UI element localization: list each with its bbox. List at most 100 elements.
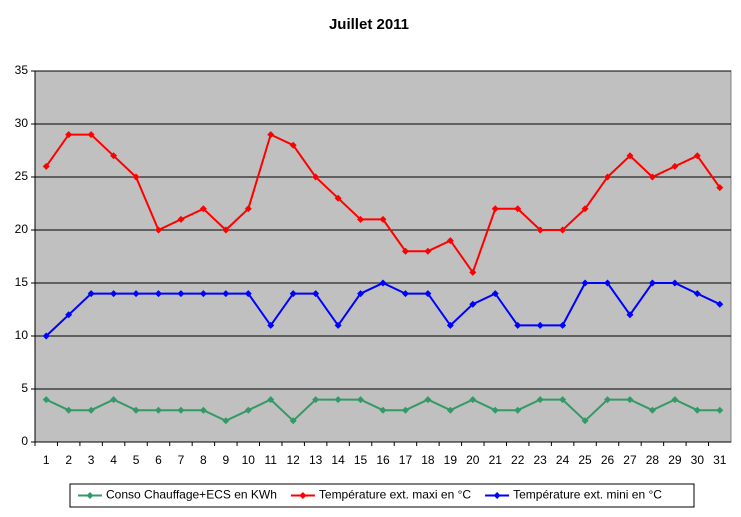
data-point — [379, 215, 387, 223]
y-tick-label: 20 — [15, 222, 29, 236]
data-point — [110, 152, 118, 160]
data-point — [424, 396, 432, 404]
data-point — [267, 321, 275, 329]
data-point — [446, 237, 454, 245]
x-tick-label: 2 — [65, 453, 72, 467]
data-point — [604, 279, 612, 287]
data-point — [357, 215, 365, 223]
data-point — [312, 396, 320, 404]
data-point — [604, 396, 612, 404]
data-point — [716, 184, 724, 192]
legend-label: Température ext. maxi en °C — [319, 488, 472, 502]
data-point — [154, 290, 162, 298]
data-point — [581, 279, 589, 287]
data-point — [626, 152, 634, 160]
data-point — [491, 406, 499, 414]
data-point — [177, 290, 185, 298]
data-point — [469, 268, 477, 276]
x-tick-label: 8 — [200, 453, 207, 467]
x-tick-label: 15 — [354, 453, 368, 467]
data-point — [424, 247, 432, 255]
data-point — [65, 406, 73, 414]
plot-area — [34, 70, 732, 443]
data-point — [199, 290, 207, 298]
x-tick-label: 23 — [533, 453, 547, 467]
data-point — [693, 152, 701, 160]
x-tick-label: 22 — [511, 453, 525, 467]
data-point — [379, 406, 387, 414]
data-point — [693, 290, 701, 298]
legend-marker — [299, 492, 307, 499]
data-point — [648, 279, 656, 287]
data-point — [222, 417, 230, 425]
data-point — [536, 396, 544, 404]
data-point — [536, 321, 544, 329]
data-point — [491, 290, 499, 298]
x-tick-label: 29 — [668, 453, 682, 467]
data-point — [244, 406, 252, 414]
y-tick-label: 15 — [15, 275, 29, 289]
x-tick-label: 7 — [178, 453, 185, 467]
x-tick-label: 27 — [623, 453, 637, 467]
data-point — [424, 290, 432, 298]
data-point — [559, 396, 567, 404]
data-point — [244, 205, 252, 213]
data-point — [401, 406, 409, 414]
data-point — [65, 131, 73, 139]
data-point — [559, 226, 567, 234]
data-point — [581, 205, 589, 213]
data-point — [110, 290, 118, 298]
x-tick-label: 12 — [287, 453, 301, 467]
data-point — [514, 406, 522, 414]
x-tick-label: 6 — [155, 453, 162, 467]
legend-marker — [86, 492, 94, 499]
data-point — [154, 226, 162, 234]
x-tick-label: 21 — [489, 453, 503, 467]
y-tick-label: 25 — [15, 169, 29, 183]
y-tick-label: 35 — [15, 63, 29, 77]
data-point — [312, 173, 320, 181]
x-tick-label: 16 — [376, 453, 390, 467]
data-point — [199, 406, 207, 414]
data-point — [671, 396, 679, 404]
data-point — [379, 279, 387, 287]
data-point — [42, 396, 50, 404]
data-point — [581, 417, 589, 425]
x-tick-label: 9 — [222, 453, 229, 467]
x-tick-label: 28 — [646, 453, 660, 467]
data-point — [177, 215, 185, 223]
data-point — [132, 406, 140, 414]
data-point — [132, 173, 140, 181]
legend-marker — [493, 492, 501, 499]
data-point — [446, 321, 454, 329]
data-point — [693, 406, 701, 414]
y-tick-label: 10 — [15, 328, 29, 342]
data-point — [648, 173, 656, 181]
data-point — [491, 205, 499, 213]
data-point — [357, 290, 365, 298]
data-point — [716, 300, 724, 308]
y-tick-label: 5 — [21, 381, 28, 395]
data-point — [154, 406, 162, 414]
data-point — [357, 396, 365, 404]
x-tick-label: 25 — [578, 453, 592, 467]
x-tick-label: 13 — [309, 453, 323, 467]
data-point — [401, 290, 409, 298]
x-tick-label: 14 — [331, 453, 345, 467]
data-point — [244, 290, 252, 298]
data-point — [87, 406, 95, 414]
x-tick-label: 5 — [133, 453, 140, 467]
y-tick-label: 0 — [21, 434, 28, 448]
x-tick-label: 11 — [265, 453, 278, 467]
data-point — [65, 311, 73, 319]
y-tick-label: 30 — [15, 116, 29, 130]
data-point — [42, 332, 50, 340]
data-point — [469, 396, 477, 404]
x-tick-label: 17 — [399, 453, 413, 467]
data-point — [334, 396, 342, 404]
x-tick-label: 1 — [43, 453, 50, 467]
x-tick-label: 18 — [421, 453, 435, 467]
data-point — [312, 290, 320, 298]
data-point — [222, 290, 230, 298]
